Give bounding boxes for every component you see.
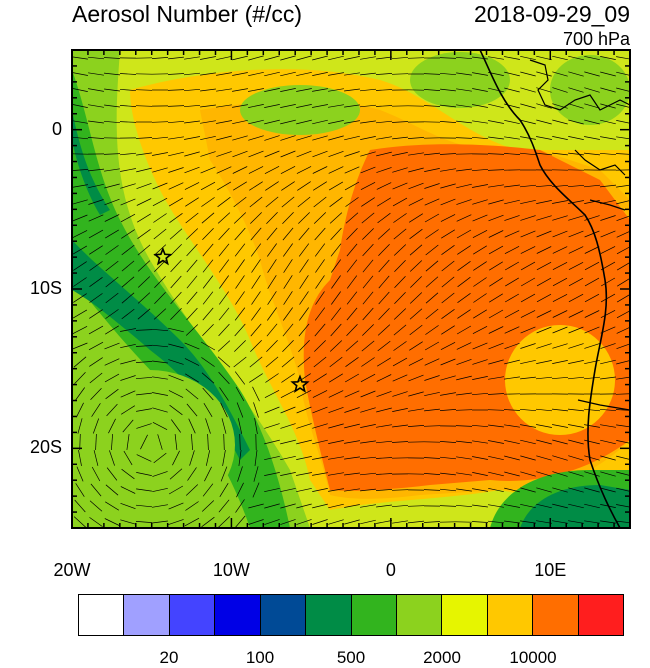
aerosol-map xyxy=(0,0,650,590)
colorbar-label: 500 xyxy=(337,648,365,668)
lon-tick-label: 20W xyxy=(53,560,90,581)
colorbar-label: 2000 xyxy=(423,648,461,668)
colorbar-label: 100 xyxy=(246,648,274,668)
colorbar-label: 10000 xyxy=(509,648,556,668)
colorbar-box xyxy=(397,595,442,635)
lat-tick-label: 0 xyxy=(52,119,62,140)
colorbar-box xyxy=(261,595,306,635)
colorbar-box xyxy=(215,595,260,635)
colorbar-box xyxy=(442,595,487,635)
lat-tick-label: 20S xyxy=(30,437,62,458)
colorbar-box xyxy=(533,595,578,635)
colorbar-box xyxy=(352,595,397,635)
colorbar-box xyxy=(124,595,169,635)
colorbar-box xyxy=(488,595,533,635)
lon-tick-label: 0 xyxy=(386,560,396,581)
colorbar-box xyxy=(79,595,124,635)
colorbar-box xyxy=(170,595,215,635)
aerosol-field xyxy=(65,50,632,528)
lon-tick-label: 10W xyxy=(213,560,250,581)
colorbar-label: 20 xyxy=(160,648,179,668)
colorbar-box xyxy=(306,595,351,635)
colorbar-box xyxy=(579,595,623,635)
colorbar xyxy=(78,594,624,636)
lon-tick-label: 10E xyxy=(534,560,566,581)
lat-tick-label: 10S xyxy=(30,278,62,299)
